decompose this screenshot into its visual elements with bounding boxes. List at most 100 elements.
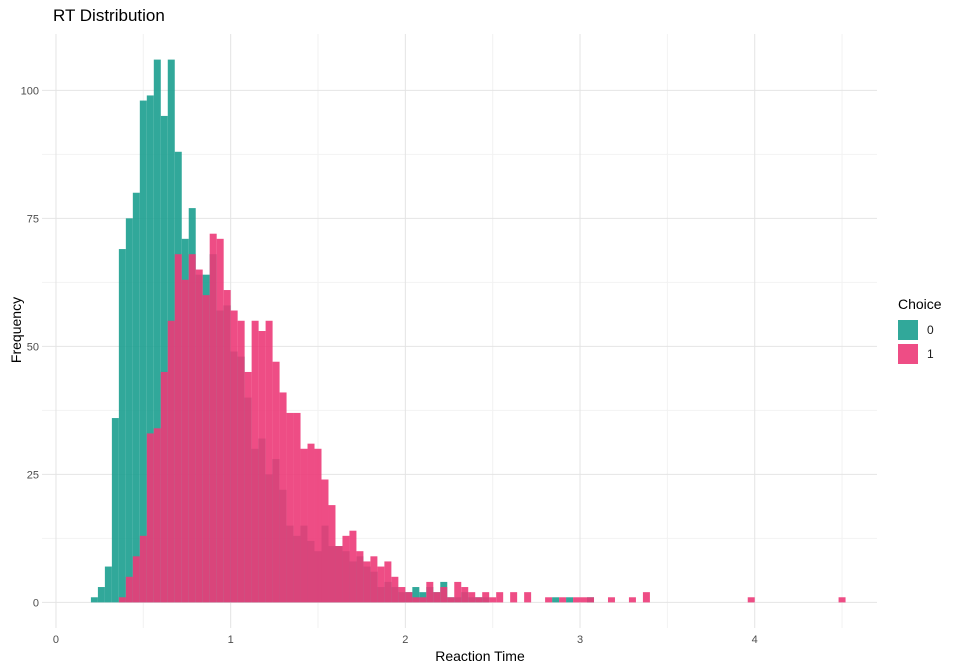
bar-series-1	[377, 566, 385, 603]
bar-series-1	[342, 535, 350, 603]
x-tick-label: 2	[402, 634, 408, 646]
bar-series-1	[307, 443, 315, 603]
bar-series-1	[118, 597, 126, 603]
bar-series-0	[139, 100, 147, 603]
y-tick-label: 75	[27, 213, 39, 225]
bar-series-0	[90, 597, 98, 603]
bar-series-1	[314, 448, 322, 603]
bar-series-1	[419, 597, 427, 603]
bar-series-0	[118, 249, 126, 603]
legend-key-1	[898, 344, 918, 364]
bar-series-1	[468, 592, 476, 603]
bar-series-1	[258, 331, 266, 603]
bar-series-1	[167, 320, 175, 603]
x-tick-label: 3	[577, 634, 583, 646]
bar-series-0	[146, 95, 154, 603]
bar-series-1	[370, 556, 378, 603]
legend-key-0	[898, 320, 918, 340]
bar-series-1	[482, 592, 490, 603]
bar-series-1	[230, 310, 238, 603]
x-tick-labels: 0 1 2 3 4	[53, 634, 758, 646]
bar-series-1	[573, 597, 581, 603]
x-tick-label: 0	[53, 634, 59, 646]
bar-series-1	[272, 361, 280, 603]
bar-series-1	[510, 592, 518, 603]
bar-series-0	[125, 218, 133, 603]
bar-series-1	[300, 448, 308, 603]
x-tick-label: 1	[228, 634, 234, 646]
bar-series-1	[356, 551, 364, 603]
legend-label-0: 0	[927, 323, 934, 337]
bar-series-1	[139, 535, 147, 603]
y-tick-label: 25	[27, 469, 39, 481]
bar-series-0	[97, 587, 105, 603]
bar-series-1	[838, 597, 846, 603]
bar-series-0	[566, 597, 574, 603]
bar-series-1	[132, 556, 140, 603]
bar-series-1	[328, 505, 336, 603]
bar-series-1	[433, 592, 441, 603]
bar-series-1	[251, 320, 259, 603]
bar-series-1	[545, 597, 553, 603]
bar-series-0	[132, 192, 140, 603]
bar-series-1	[335, 546, 343, 603]
bar-series-1	[174, 254, 182, 603]
bar-series-1	[747, 597, 755, 603]
x-tick-label: 4	[752, 634, 758, 646]
bar-series-1	[440, 587, 448, 603]
bar-series-1	[181, 279, 189, 603]
bar-series-0	[153, 59, 161, 603]
chart-title: RT Distribution	[53, 6, 165, 25]
y-tick-label: 50	[27, 341, 39, 353]
bar-series-1	[587, 597, 595, 603]
bar-series-0	[111, 418, 119, 603]
bar-series-1	[426, 581, 434, 603]
legend-item-0: 0	[898, 318, 942, 342]
bar-series-1	[628, 597, 636, 603]
bar-series-1	[349, 530, 357, 603]
bar-series-1	[398, 587, 406, 603]
bar-series-1	[384, 561, 392, 603]
bar-series-1	[489, 597, 497, 603]
bar-series-1	[642, 592, 650, 603]
legend: Choice 0 1	[898, 296, 942, 366]
bar-series-1	[607, 597, 615, 603]
bar-series-1	[391, 576, 399, 603]
bar-series-1	[321, 479, 329, 603]
bar-series-1	[279, 392, 287, 603]
bar-series-0	[104, 566, 112, 603]
bar-series-1	[202, 295, 210, 603]
bar-series-0	[412, 587, 420, 603]
y-tick-label: 0	[33, 597, 39, 609]
bar-series-1	[265, 320, 273, 603]
bar-series-1	[216, 238, 224, 603]
legend-title: Choice	[898, 296, 942, 312]
bar-series-1	[237, 320, 245, 603]
bar-series-1	[475, 597, 483, 603]
bar-series-1	[454, 581, 462, 603]
y-axis-title: Frequency	[8, 296, 24, 364]
legend-item-1: 1	[898, 342, 942, 366]
bar-series-1	[195, 269, 203, 603]
bar-series-1	[405, 592, 413, 603]
x-axis-title: Reaction Time	[435, 648, 525, 664]
bar-series-1	[447, 597, 455, 603]
bar-series-1	[188, 254, 196, 603]
bar-series-1	[209, 233, 217, 603]
series-1-bars	[118, 233, 846, 603]
bar-series-1	[461, 587, 469, 603]
y-tick-label: 100	[21, 85, 39, 97]
legend-label-1: 1	[927, 347, 934, 361]
bar-series-1	[125, 576, 133, 603]
bar-series-1	[412, 597, 420, 603]
bar-series-1	[146, 433, 154, 603]
bar-series-1	[580, 597, 588, 603]
bar-series-1	[293, 412, 301, 603]
bar-series-1	[153, 428, 161, 603]
bar-series-1	[286, 412, 294, 603]
bar-series-1	[559, 597, 567, 603]
bar-series-1	[244, 371, 252, 603]
bar-series-0	[160, 115, 168, 603]
bar-series-1	[524, 592, 532, 603]
